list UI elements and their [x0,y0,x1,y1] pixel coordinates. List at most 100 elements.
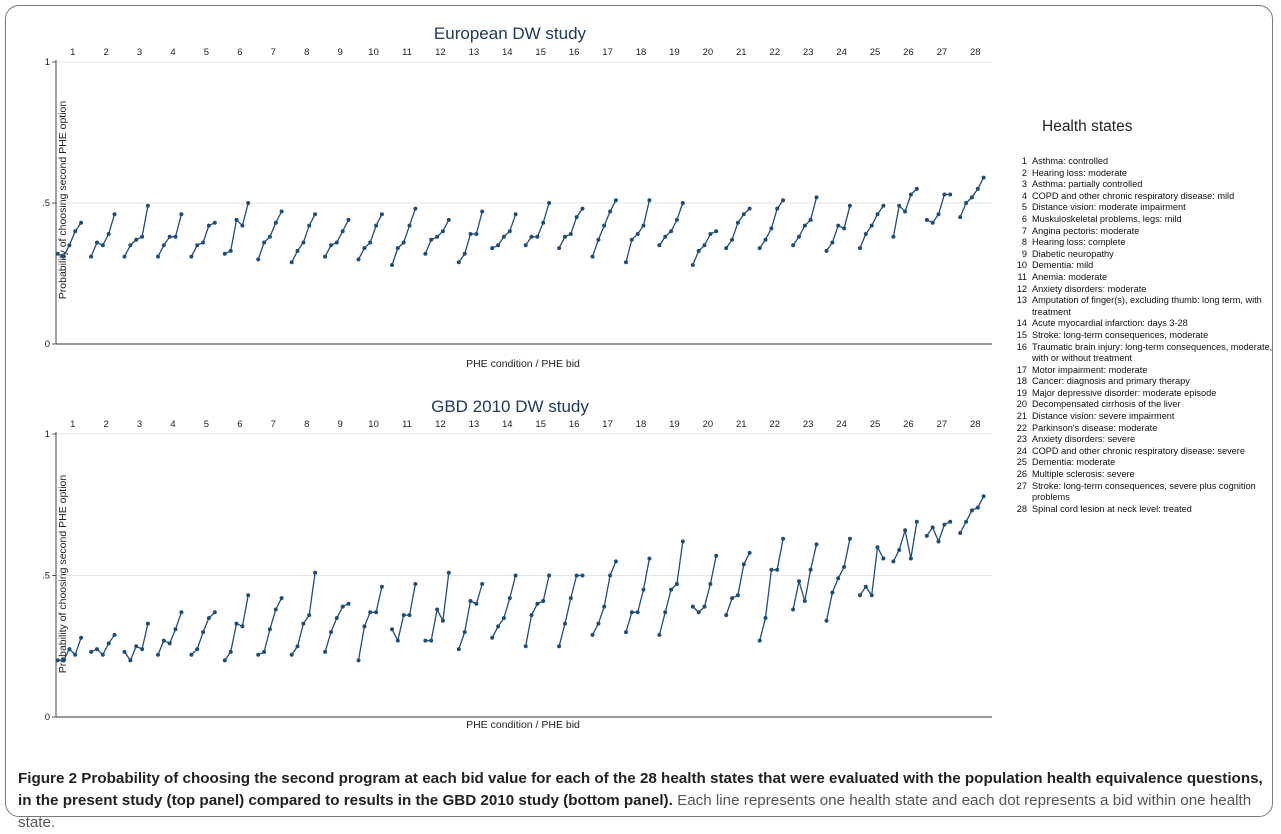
data-point [908,192,913,197]
data-point [797,234,801,239]
data-point [680,539,685,544]
y-tick-label: .5 [42,198,50,209]
data-point [201,630,206,635]
data-point [128,658,133,663]
data-point [858,246,862,251]
data-point [797,579,801,584]
category-label: 5 [204,419,209,430]
data-point [156,652,160,657]
data-point [468,232,473,236]
data-point [735,593,740,598]
data-point [747,206,752,211]
data-point [735,220,740,225]
legend-item-label: Diabetic neuropathy [1032,248,1114,259]
data-point [747,550,752,555]
legend-item-label: Amputation of finger(s), excluding thumb… [1032,295,1262,317]
legend-item-label: Anxiety disorders: severe [1032,434,1136,445]
data-point [763,616,768,620]
y-tick-label: 0 [45,712,50,723]
category-label: 16 [569,47,580,58]
panel-title-bottom: GBD 2010 DW study [431,397,589,416]
legend-item: 27 Stroke: long-term consequences, severe… [1002,481,1280,504]
data-point [212,220,217,225]
series-line [157,612,183,655]
data-point [808,567,813,572]
data-point [690,263,695,267]
data-point [802,599,807,603]
category-label: 3 [137,47,142,58]
data-point [95,647,99,652]
data-point [903,528,908,533]
series-line [324,603,349,653]
data-point [842,565,847,569]
data-point [329,243,333,248]
series-line [491,214,517,249]
legend-item-label: Hearing loss: moderate [1032,167,1127,178]
category-label: 17 [602,47,613,58]
category-label: 12 [435,419,446,430]
category-label: 9 [337,419,342,430]
data-point [507,229,512,234]
y-axis-title-top: Probability of choosing second PHE optio… [57,101,69,300]
data-point [714,229,719,234]
series-line [591,561,617,636]
series-line [291,572,316,656]
data-point [201,240,206,245]
data-point [836,576,841,581]
data-point [362,624,367,629]
series-line [491,575,517,639]
legend-item-number: 27 [1016,480,1027,491]
category-label: 25 [870,47,881,58]
data-point [334,240,339,245]
data-point [407,223,412,228]
legend-item-label: COPD and other chronic respiratory disea… [1032,445,1245,456]
data-point [557,246,562,251]
figure-caption: Figure 2 Probability of choosing the sec… [18,768,1263,834]
legend-item-number: 19 [1016,387,1027,398]
series-line [257,597,283,656]
data-point [814,195,819,200]
data-point [100,243,105,248]
data-point [234,217,239,222]
category-label: 11 [402,47,412,58]
category-label: 9 [337,47,342,58]
data-point [262,649,267,654]
data-point [456,260,461,265]
data-point [323,254,328,259]
data-point [440,229,445,234]
data-point [390,263,394,267]
legend-item-label: Anemia: moderate [1032,271,1108,282]
data-point [55,251,60,256]
legend-item: 28 Spinal cord lesion at neck level: trea… [1002,504,1280,516]
data-point [295,248,300,253]
series-line [759,199,784,249]
panel-top: European DW study Probability of choosin… [42,24,992,370]
plot-area-bottom: 0.511 2 3 4 5 6 7 8 9 10 11 12 13 14 15 16 17 18 19 20 21 22 2… [42,419,992,723]
legend-item-label: Multiple sclerosis: severe [1032,469,1135,480]
series-line [357,586,383,661]
data-point [134,237,139,242]
data-point [802,223,807,228]
data-point [173,627,178,632]
data-point [541,599,546,603]
data-point [541,220,546,225]
category-label: 14 [502,47,513,58]
series-line [625,558,651,633]
legend-item: 17 Motor impairment: moderate [1002,365,1280,377]
data-point [279,596,284,601]
category-label: 6 [237,47,242,58]
series-line [391,208,417,266]
data-point [246,201,251,205]
category-label: 21 [736,47,747,58]
data-point [273,607,278,612]
data-point [73,229,78,234]
data-point [635,610,640,615]
data-point [674,582,679,586]
data-point [329,630,333,635]
data-point [206,616,211,620]
data-point [496,243,501,248]
category-label: 13 [469,419,480,430]
data-point [340,229,345,234]
data-point [379,584,384,589]
legend-item: 19 Major depressive disorder: moderate ep… [1002,388,1280,400]
